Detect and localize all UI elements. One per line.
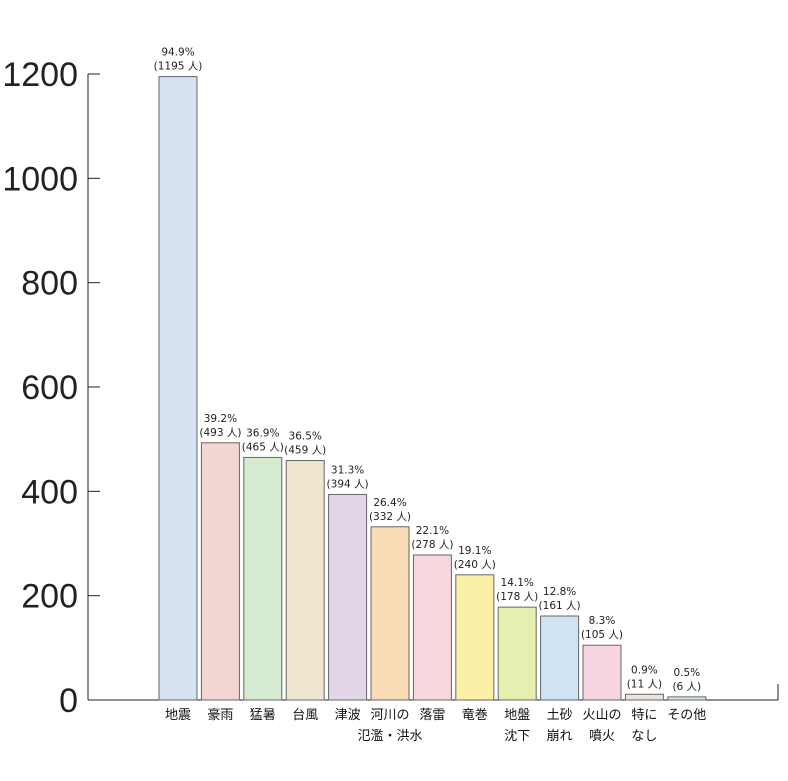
bar: [285, 460, 325, 701]
percent-label: 22.1%: [416, 525, 449, 537]
category-label: 地盤: [504, 708, 530, 723]
count-label: (6 人): [672, 681, 701, 693]
bar: [412, 554, 452, 701]
category-label: 猛暑: [250, 708, 276, 723]
category-label: 台風: [292, 708, 318, 723]
percent-label: 14.1%: [501, 577, 534, 589]
percent-label: 8.3%: [589, 615, 616, 627]
count-label: (278 人): [411, 539, 453, 551]
bar: [497, 606, 537, 701]
percent-label: 36.5%: [289, 431, 322, 443]
y-tick-label: 400: [21, 473, 78, 511]
count-label: (1195 人): [154, 61, 203, 73]
count-label: (493 人): [199, 427, 241, 439]
percent-label: 0.5%: [673, 667, 700, 679]
bar: [540, 615, 580, 701]
chart-bars: [158, 76, 707, 701]
y-tick-label: 800: [21, 265, 78, 303]
y-tick-label: 1200: [2, 56, 78, 94]
category-label: 特に: [631, 708, 657, 723]
count-label: (332 人): [369, 511, 411, 523]
count-label: (11 人): [627, 678, 662, 690]
y-tick-label: 1000: [2, 160, 78, 198]
y-tick-label: 600: [21, 369, 78, 407]
category-label: 氾濫・洪水: [357, 729, 422, 744]
category-label: 地震: [165, 708, 191, 723]
count-label: (465 人): [242, 441, 284, 453]
y-tick-label: 0: [59, 682, 78, 720]
bar: [200, 442, 240, 701]
category-label: 崩れ: [547, 729, 573, 744]
category-label: 河川の: [370, 708, 409, 723]
category-label: 沈下: [504, 729, 530, 744]
category-label: なし: [631, 729, 657, 744]
bar: [582, 644, 622, 701]
category-label: 土砂: [547, 708, 573, 723]
count-label: (459 人): [284, 445, 326, 457]
count-label: (161 人): [539, 600, 581, 612]
category-label: 津波: [335, 708, 361, 723]
bar: [624, 693, 664, 701]
category-label: 火山の: [582, 708, 621, 723]
count-label: (105 人): [581, 629, 623, 641]
category-label: その他: [667, 708, 706, 723]
bar: [667, 696, 707, 701]
bar: [158, 76, 198, 701]
category-label: 噴火: [589, 729, 615, 744]
count-label: (240 人): [454, 559, 496, 571]
y-axis-ticks: 0 200 400 600 800 1000 1200: [2, 56, 100, 720]
percent-label: 36.9%: [246, 427, 279, 439]
percent-label: 94.9%: [161, 47, 194, 59]
percent-label: 0.9%: [631, 664, 658, 676]
count-label: (178 人): [496, 591, 538, 603]
percent-label: 39.2%: [204, 413, 237, 425]
category-label: 豪雨: [207, 707, 233, 723]
percent-label: 12.8%: [543, 586, 576, 598]
bar: [328, 493, 368, 701]
category-label: 落雷: [419, 708, 445, 723]
category-label: 竜巻: [462, 708, 488, 723]
percent-label: 31.3%: [331, 464, 364, 476]
y-tick-label: 200: [21, 578, 78, 616]
percent-label: 26.4%: [373, 497, 406, 509]
bar: [455, 574, 495, 701]
bar: [370, 526, 410, 701]
data-labels: 94.9% (1195 人) 39.2% (493 人) 36.9% (465 人) 36.…: [154, 47, 702, 693]
count-label: (394 人): [327, 478, 369, 490]
bar: [243, 456, 283, 701]
percent-label: 19.1%: [458, 545, 491, 557]
